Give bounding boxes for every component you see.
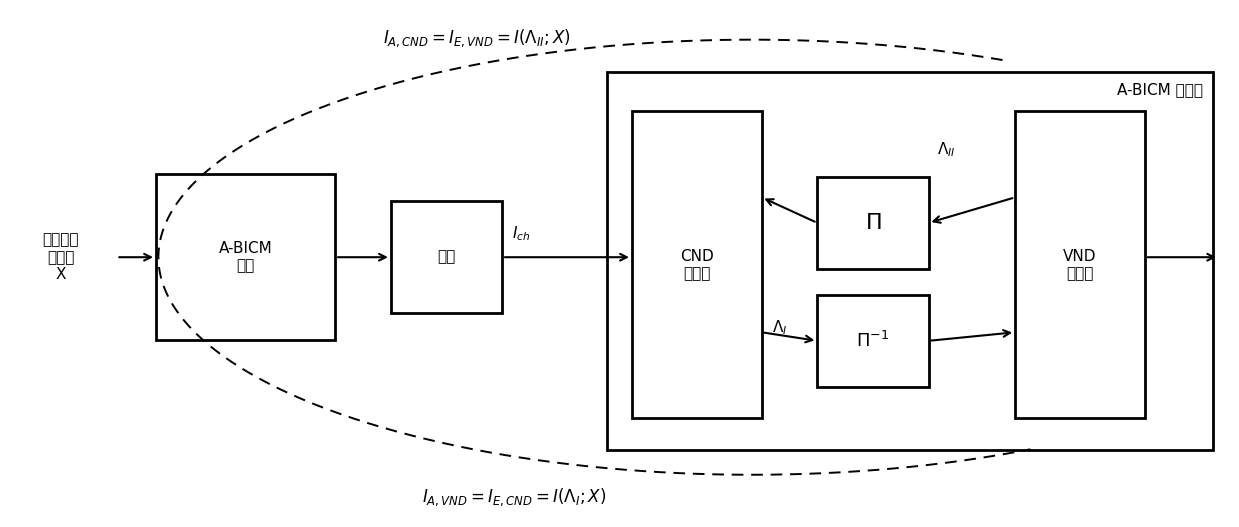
Text: CND
译码器: CND 译码器 [680,249,714,281]
Text: $\Pi$: $\Pi$ [865,213,881,233]
Text: $\Lambda_{II}$: $\Lambda_{II}$ [937,140,955,159]
Text: A-BICM 逆映射: A-BICM 逆映射 [1118,83,1203,97]
Bar [390,201,502,313]
Bar [818,177,928,269]
Bar [156,174,336,339]
Text: $I_{ch}$: $I_{ch}$ [512,224,530,242]
Text: 信道: 信道 [437,249,456,265]
Bar [607,72,1213,450]
Text: A-BICM
映射: A-BICM 映射 [218,241,273,273]
Text: VND
译码器: VND 译码器 [1063,249,1097,281]
Bar [818,295,928,387]
Bar [632,112,762,418]
Text: $I_{A,VND}=I_{E,CND}=I(\Lambda_{I};X)$: $I_{A,VND}=I_{E,CND}=I(\Lambda_{I};X)$ [422,486,607,508]
Bar [1015,112,1145,418]
Text: $\Pi^{-1}$: $\Pi^{-1}$ [856,331,890,351]
Text: $I_{A,CND}=I_{E,VND}=I(\Lambda_{II};X)$: $I_{A,CND}=I_{E,VND}=I(\Lambda_{II};X)$ [383,27,571,49]
Text: 二进制随
机变量
X: 二进制随 机变量 X [42,232,79,282]
Text: $\Lambda_{I}$: $\Lambda_{I}$ [772,318,787,337]
